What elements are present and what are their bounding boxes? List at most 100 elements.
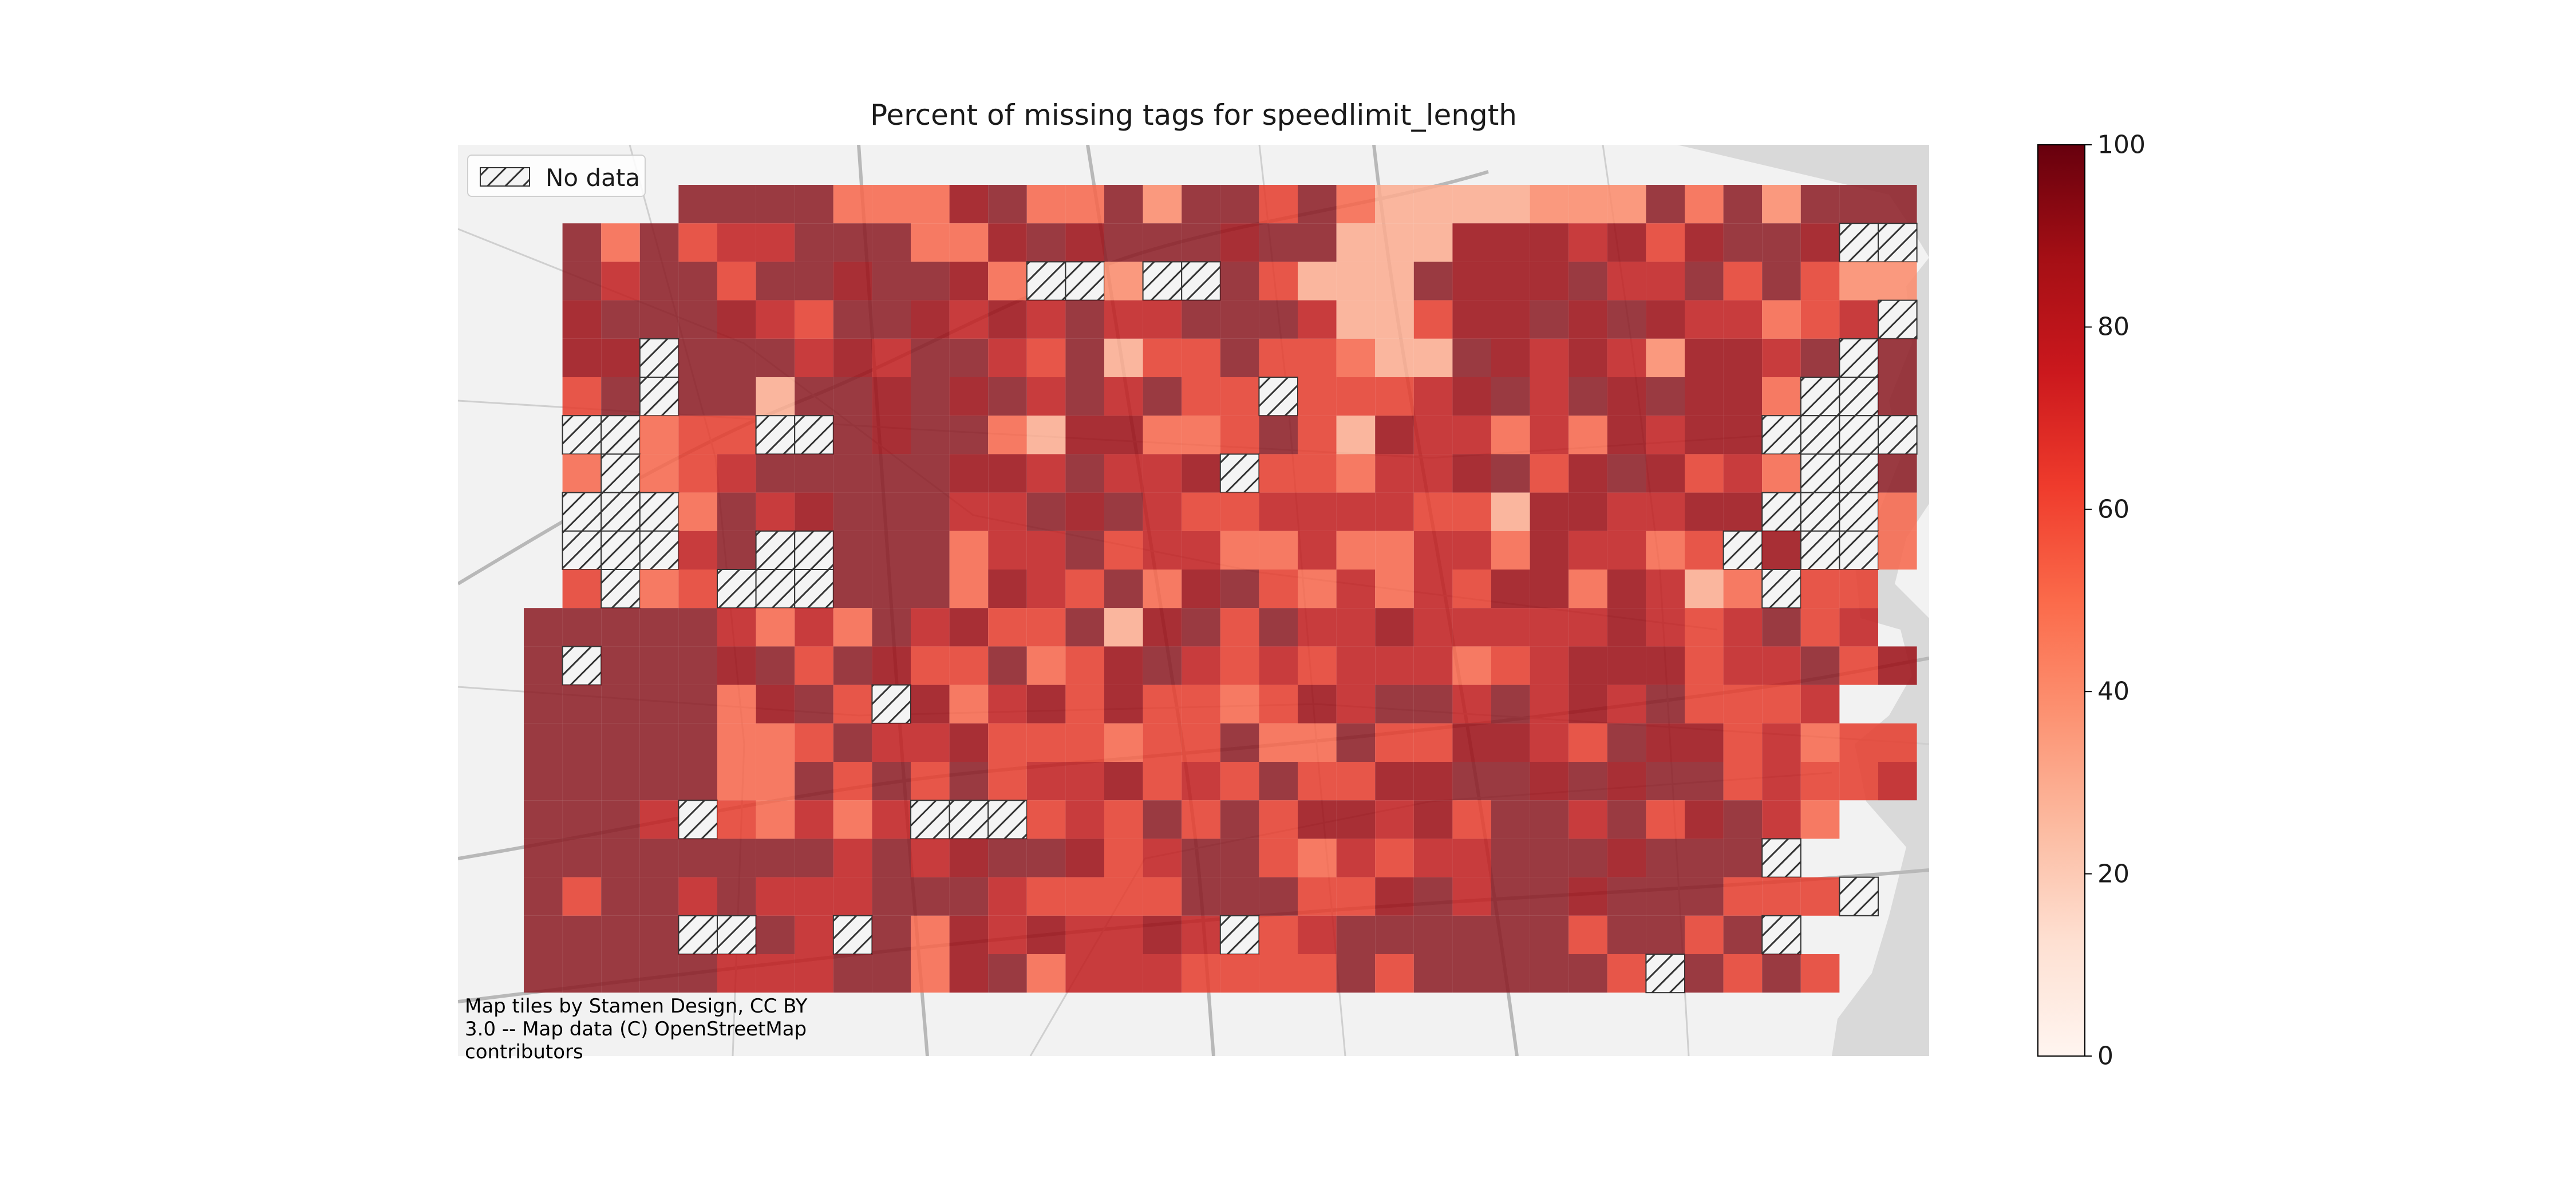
heatmap-cell: [1220, 954, 1259, 993]
heatmap-cell: [1220, 185, 1259, 224]
heatmap-cell: [1065, 531, 1104, 570]
heatmap-cell: [1723, 877, 1763, 916]
heatmap-cell: [1143, 300, 1182, 339]
heatmap-cell: [1259, 531, 1298, 570]
heatmap-cell: [1375, 839, 1414, 877]
heatmap-cell: [524, 685, 563, 723]
heatmap-cell: [678, 646, 717, 685]
heatmap-cell: [795, 492, 833, 531]
heatmap-cell: [1413, 223, 1453, 262]
heatmap-cell: [988, 416, 1027, 454]
heatmap-cell: [1723, 454, 1763, 493]
heatmap-cell: [1685, 300, 1724, 339]
heatmap-cell: [1026, 223, 1066, 262]
heatmap-cell: [1452, 954, 1491, 993]
heatmap-cell: [1375, 723, 1414, 762]
heatmap-cell: [1375, 531, 1414, 570]
heatmap-cell: [988, 685, 1027, 723]
no-data-cell: [1800, 453, 1840, 493]
heatmap-cell: [1413, 492, 1453, 531]
heatmap-cell: [911, 338, 950, 377]
heatmap-cell: [1182, 454, 1220, 493]
colorbar: [2037, 144, 2085, 1057]
no-data-cell: [639, 377, 679, 417]
heatmap-cell: [1182, 185, 1220, 224]
heatmap-cell: [1220, 839, 1259, 877]
heatmap-cell: [872, 800, 911, 839]
heatmap-cell: [1685, 454, 1724, 493]
no-data-cell: [717, 569, 757, 609]
heatmap-cell: [1568, 338, 1607, 377]
heatmap-cell: [1182, 223, 1220, 262]
heatmap-cell: [833, 531, 872, 570]
heatmap-cell: [911, 646, 950, 685]
no-data-cell: [755, 569, 796, 609]
heatmap-cell: [1220, 338, 1259, 377]
no-data-cell: [600, 530, 641, 570]
heatmap-cell: [872, 223, 911, 262]
heatmap-cell: [1026, 954, 1066, 993]
heatmap-cell: [1685, 531, 1724, 570]
heatmap-cell: [1568, 262, 1607, 300]
heatmap-cell: [717, 416, 756, 454]
heatmap-cell: [1723, 570, 1763, 608]
heatmap-cell: [1530, 800, 1569, 839]
heatmap-cell: [1104, 646, 1143, 685]
heatmap-cell: [988, 492, 1027, 531]
heatmap-cell: [717, 531, 756, 570]
heatmap-cell: [1839, 300, 1878, 339]
heatmap-cell: [1568, 762, 1607, 801]
no-data-cell: [1839, 453, 1879, 493]
heatmap-cell: [1723, 262, 1763, 300]
heatmap-cell: [1065, 377, 1104, 416]
heatmap-cell: [1491, 377, 1530, 416]
heatmap-cell: [1336, 762, 1376, 801]
heatmap-cell: [1452, 646, 1491, 685]
heatmap-cell: [1530, 300, 1569, 339]
heatmap-cell: [911, 531, 950, 570]
heatmap-cell: [562, 454, 602, 493]
heatmap-cell: [833, 492, 872, 531]
heatmap-cell: [1026, 723, 1066, 762]
heatmap-cell: [1413, 800, 1453, 839]
heatmap-cell: [795, 262, 833, 300]
no-data-cell: [794, 530, 834, 570]
heatmap-cell: [949, 877, 989, 916]
heatmap-cell: [988, 954, 1027, 993]
heatmap-cell: [1143, 416, 1182, 454]
heatmap-cell: [1607, 800, 1646, 839]
heatmap-cell: [1104, 685, 1143, 723]
heatmap-cell: [717, 377, 756, 416]
no-data-cell: [1839, 415, 1879, 455]
heatmap-cell: [562, 338, 602, 377]
heatmap-cell: [562, 377, 602, 416]
heatmap-cell: [1104, 915, 1143, 954]
heatmap-cell: [795, 646, 833, 685]
heatmap-cell: [1452, 454, 1491, 493]
heatmap-cell: [1259, 570, 1298, 608]
heatmap-cell: [1336, 377, 1376, 416]
heatmap-cell: [678, 377, 717, 416]
heatmap-cell: [1452, 570, 1491, 608]
heatmap-cell: [1607, 185, 1646, 224]
heatmap-cell: [1336, 839, 1376, 877]
heatmap-cell: [1375, 954, 1414, 993]
heatmap-cell: [1220, 877, 1259, 916]
heatmap-cell: [949, 416, 989, 454]
heatmap-cell: [562, 800, 602, 839]
heatmap-cell: [949, 762, 989, 801]
heatmap-cell: [601, 223, 640, 262]
heatmap-cell: [1104, 338, 1143, 377]
heatmap-cell: [1143, 877, 1182, 916]
heatmap-cell: [1491, 685, 1530, 723]
heatmap-cell: [1065, 723, 1104, 762]
heatmap-cell: [795, 877, 833, 916]
heatmap-cell: [1607, 877, 1646, 916]
heatmap-cell: [1491, 915, 1530, 954]
heatmap-cell: [1685, 416, 1724, 454]
heatmap-cell: [1298, 839, 1337, 877]
heatmap-cell: [1762, 223, 1801, 262]
heatmap-cell: [1685, 954, 1724, 993]
heatmap-cell: [1065, 223, 1104, 262]
colorbar-tick-label: 0: [2097, 1041, 2113, 1071]
